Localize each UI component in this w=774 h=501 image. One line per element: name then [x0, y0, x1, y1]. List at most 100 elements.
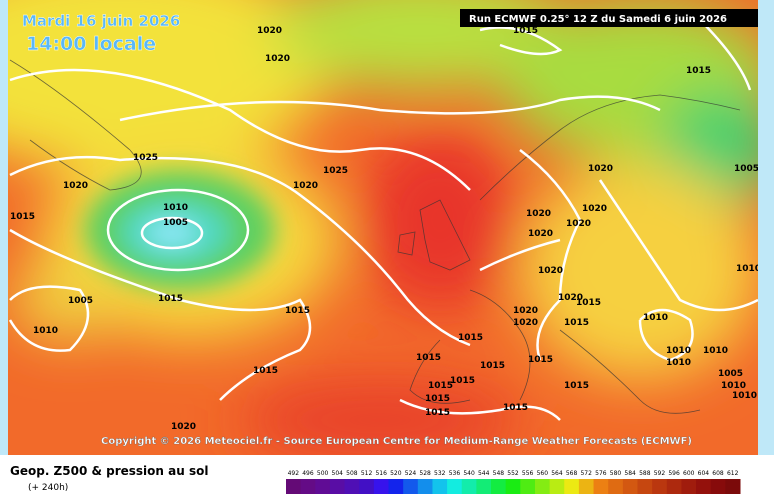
- isobar-label: 1010: [666, 346, 691, 356]
- isobar-label: 1010: [736, 264, 761, 274]
- isobar-label: 1010: [33, 326, 58, 336]
- scale-label: 604: [698, 470, 710, 477]
- scale-cell: [622, 479, 638, 494]
- isobar-label: 1015: [458, 333, 483, 343]
- scale-label: 512: [361, 470, 373, 477]
- isobar-label: 1020: [513, 318, 538, 328]
- scale-label: 540: [463, 470, 475, 477]
- scale-label: 592: [654, 470, 666, 477]
- scale-cell: [505, 479, 521, 494]
- isobar-label: 1015: [528, 355, 553, 365]
- scale-label: 528: [419, 470, 431, 477]
- scale-cell: [286, 479, 302, 494]
- isobar-label: 1025: [323, 166, 348, 176]
- scale-cell: [578, 479, 595, 494]
- scale-label: 496: [302, 470, 314, 477]
- scale-cell: [315, 479, 331, 494]
- isobar-label: 1005: [163, 218, 188, 228]
- scale-label: 520: [390, 470, 402, 477]
- isobar-label: 1020: [265, 54, 290, 64]
- scale-cell: [373, 479, 390, 494]
- scale-cell: [652, 479, 668, 494]
- scale-cell: [344, 479, 360, 494]
- scale-label: 608: [712, 470, 724, 477]
- isobar-label: 1005: [68, 296, 93, 306]
- isobar-label: 1015: [564, 318, 589, 328]
- scale-cell: [666, 479, 682, 494]
- scale-label: 516: [375, 470, 387, 477]
- scale-cell: [359, 479, 375, 494]
- isobar-label: 1020: [558, 293, 583, 303]
- frame-edge: [758, 0, 774, 455]
- isobar-label: 1015: [686, 66, 711, 76]
- scale-label: 500: [317, 470, 329, 477]
- scale-cell: [432, 479, 448, 494]
- scale-label: 596: [668, 470, 680, 477]
- isobar-label: 1010: [703, 346, 728, 356]
- scale-label: 508: [346, 470, 358, 477]
- lead-time: (+ 240h): [28, 483, 68, 493]
- scale-cell: [461, 479, 477, 494]
- isobar-label: 1020: [588, 164, 613, 174]
- scale-label: 532: [434, 470, 446, 477]
- isobars: [8, 19, 758, 421]
- scale-cell: [564, 479, 580, 494]
- scale-label: 600: [683, 470, 695, 477]
- scale-label: 564: [551, 470, 563, 477]
- color-scale: 492 496 500 504 508 512 516 520 524 528 532 536 540 5…: [286, 470, 741, 494]
- scale-cell: [300, 479, 316, 494]
- isobar-label: 1015: [425, 408, 450, 418]
- frame-edge: [0, 0, 8, 455]
- isobar-label: 1015: [564, 381, 589, 391]
- scale-cell: [637, 479, 653, 494]
- scale-cell: [447, 479, 463, 494]
- scale-cell: [608, 479, 624, 494]
- footer-title: Geop. Z500 & pression au sol: [10, 464, 208, 478]
- scale-cell: [593, 479, 609, 494]
- scale-label: 560: [537, 470, 549, 477]
- isobar-label: 1015: [10, 212, 35, 222]
- isobar-label: 1020: [582, 204, 607, 214]
- scale-label: 588: [639, 470, 651, 477]
- scale-label: 548: [493, 470, 505, 477]
- isobar-label: 1015: [425, 394, 450, 404]
- scale-cell: [696, 479, 712, 494]
- scale-label: 612: [727, 470, 739, 477]
- isobar-label: 1020: [513, 306, 538, 316]
- scale-label: 552: [507, 470, 519, 477]
- isobar-label: 1025: [133, 153, 158, 163]
- isobar-label: 1020: [526, 209, 551, 219]
- isobar-label: 1015: [503, 403, 528, 413]
- isobar-label: 1020: [293, 181, 318, 191]
- scale-cell: [403, 479, 419, 494]
- isobar-label: 1015: [428, 381, 453, 391]
- scale-label: 556: [522, 470, 534, 477]
- scale-cell: [388, 479, 404, 494]
- scale-label: 568: [566, 470, 578, 477]
- isobar-label: 1010: [666, 358, 691, 368]
- scale-cell: [710, 479, 726, 494]
- scale-cell: [417, 479, 433, 494]
- isobar-label: 1020: [257, 26, 282, 36]
- scale-cell: [329, 479, 346, 494]
- isobar-label: 1015: [576, 298, 601, 308]
- isobar-label: 1010: [732, 391, 757, 401]
- isobar-label: 1015: [416, 353, 441, 363]
- isobar-label: 1005: [734, 164, 759, 174]
- scale-cell: [725, 479, 741, 494]
- isobar-label: 1015: [480, 361, 505, 371]
- isobar-label: 1020: [566, 219, 591, 229]
- scale-label: 544: [478, 470, 490, 477]
- scale-label: 572: [580, 470, 592, 477]
- isobar-label: 1015: [253, 366, 278, 376]
- local-time: 14:00 locale: [26, 33, 156, 55]
- scale-cell: [549, 479, 565, 494]
- scale-cell: [491, 479, 507, 494]
- isobar-label: 1015: [158, 294, 183, 304]
- run-box: [460, 9, 758, 27]
- scale-label: 536: [449, 470, 461, 477]
- isobar-label: 1015: [513, 26, 538, 36]
- scale-label: 504: [332, 470, 344, 477]
